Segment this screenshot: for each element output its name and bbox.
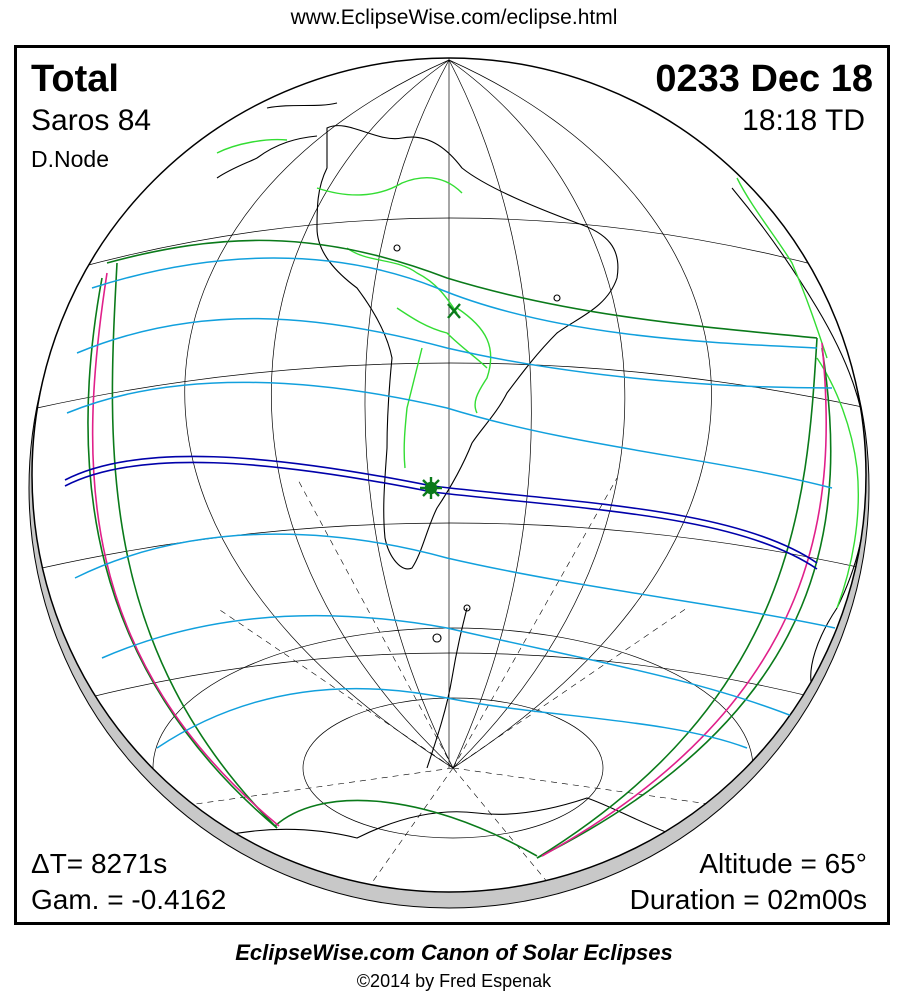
eclipse-map-frame: Total Saros 84 D.Node 0233 Dec 18 18:18 … [14,45,890,925]
eclipse-date: 0233 Dec 18 [655,58,873,100]
gamma: Gam. = -0.4162 [31,884,227,915]
graticule-dashed [166,477,738,892]
rise-set-curves [91,272,828,857]
country-borders [216,138,859,609]
green-star-icon [420,477,442,499]
eclipse-time: 18:18 TD [742,104,865,137]
sun-altitude: Altitude = 65° [699,848,867,879]
saros-number: Saros 84 [31,104,152,137]
canon-title: EclipseWise.com Canon of Solar Eclipses [235,940,673,965]
eclipse-type: Total [31,58,119,100]
source-url: www.EclipseWise.com/eclipse.html [290,6,618,29]
delta-t: ΔT= 8271s [31,848,168,879]
green-x-icon [447,303,461,319]
totality-duration: Duration = 02m00s [629,884,867,915]
coastlines [176,102,866,892]
globe-map [28,57,870,909]
node-label: D.Node [31,146,109,172]
penumbral-lines [66,257,836,749]
copyright: ©2014 by Fred Espenak [356,971,552,991]
